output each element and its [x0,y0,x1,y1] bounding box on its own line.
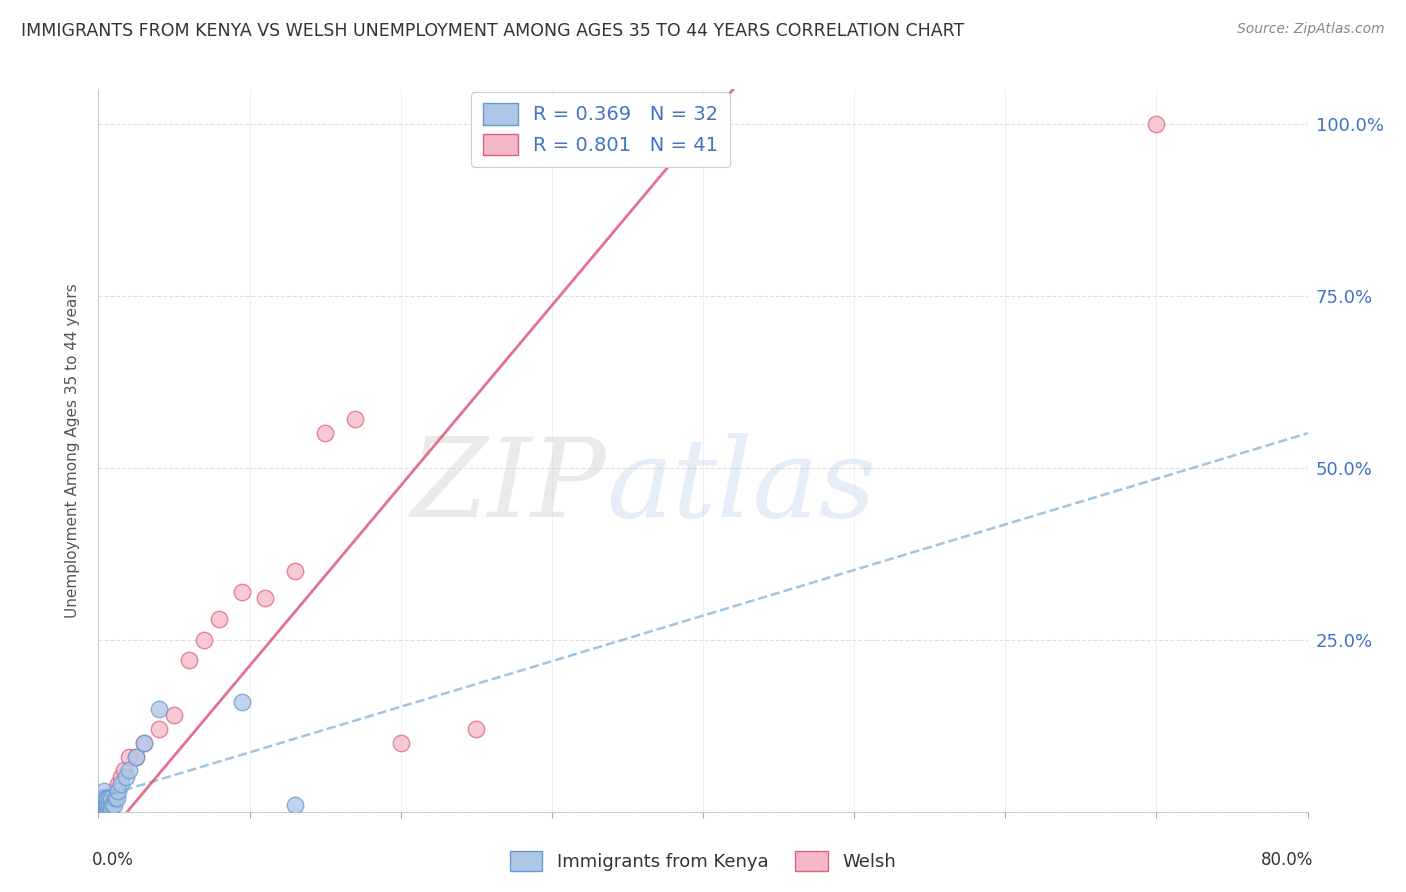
Point [93,791,115,805]
Point [231,695,253,709]
Point [114,770,136,784]
Point [100,791,122,805]
Point [100,801,122,815]
Point [91,791,114,805]
Point [98,791,121,805]
Point [104,784,127,798]
Point [90,797,112,812]
Text: atlas: atlas [606,433,876,541]
Point [91,801,114,815]
Point [91,801,114,815]
Point [110,770,132,784]
Text: IMMIGRANTS FROM KENYA VS WELSH UNEMPLOYMENT AMONG AGES 35 TO 44 YEARS CORRELATIO: IMMIGRANTS FROM KENYA VS WELSH UNEMPLOYM… [21,22,965,40]
Point [465,722,488,736]
Point [110,777,132,791]
Point [104,791,127,805]
Legend: Immigrants from Kenya, Welsh: Immigrants from Kenya, Welsh [502,844,904,879]
Point [90,801,112,815]
Point [96,801,118,815]
Point [112,764,135,778]
Point [98,801,121,815]
Point [107,777,129,791]
Point [103,797,125,812]
Point [94,797,117,812]
Point [91,797,114,812]
Point [98,801,121,815]
Point [107,784,129,798]
Point [103,791,125,805]
Point [89,801,111,815]
Point [231,584,253,599]
Text: Source: ZipAtlas.com: Source: ZipAtlas.com [1237,22,1385,37]
Point [132,736,155,750]
Point [344,412,367,426]
Point [163,708,186,723]
Point [90,791,112,805]
Point [100,791,122,805]
Point [193,632,215,647]
Point [93,797,115,812]
Point [94,801,117,815]
Point [208,612,231,626]
Point [692,117,714,131]
Point [118,764,141,778]
Point [96,791,118,805]
Point [284,797,307,812]
Point [105,791,128,805]
Point [132,736,155,750]
Point [93,801,115,815]
Point [89,797,111,812]
Point [101,791,124,805]
Point [284,564,307,578]
Legend: R = 0.369   N = 32, R = 0.801   N = 41: R = 0.369 N = 32, R = 0.801 N = 41 [471,92,730,167]
Point [91,791,114,805]
Point [90,791,112,805]
Point [101,797,124,812]
Point [118,749,141,764]
Point [96,797,118,812]
Point [253,591,276,606]
Point [125,749,148,764]
Point [89,801,111,815]
Point [179,653,201,667]
Point [94,791,117,805]
Point [94,791,117,805]
Y-axis label: Unemployment Among Ages 35 to 44 years: Unemployment Among Ages 35 to 44 years [65,283,80,618]
Point [125,749,148,764]
Point [96,801,118,815]
Point [98,791,121,805]
Point [98,797,121,812]
Text: 80.0%: 80.0% [1261,852,1313,870]
Point [93,784,115,798]
Point [314,426,336,441]
Point [1144,117,1167,131]
Point [94,801,117,815]
Point [91,797,114,812]
Text: 0.0%: 0.0% [93,852,134,870]
Point [96,791,118,805]
Point [148,722,170,736]
Point [105,784,128,798]
Point [389,736,412,750]
Text: ZIP: ZIP [411,433,606,541]
Point [93,797,115,812]
Point [148,701,170,715]
